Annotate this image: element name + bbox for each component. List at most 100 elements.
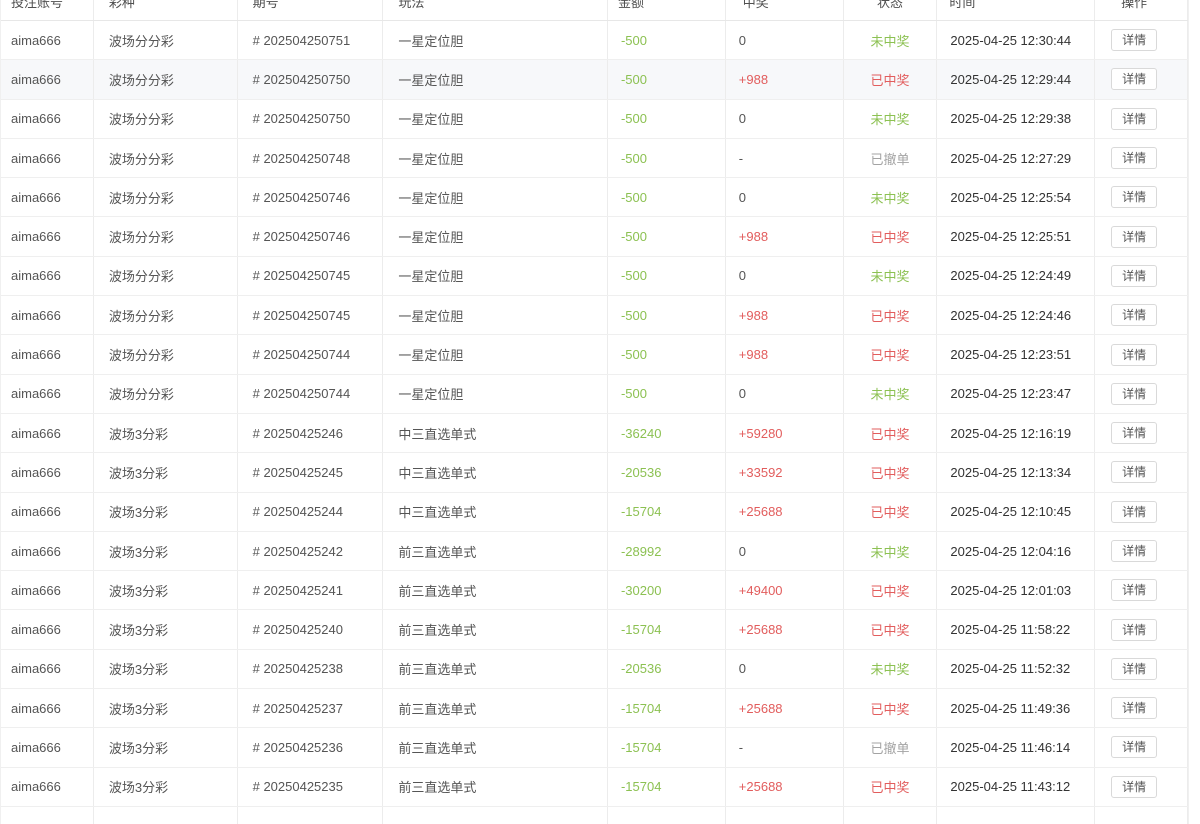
cell-issue: # 202504250746: [238, 217, 384, 256]
cell-lottery: 波场3分彩: [94, 453, 238, 492]
cell-play: 一星定位胆: [383, 374, 608, 413]
table-row: aima666 波场分分彩 # 202504250744 一星定位胆 -500 0 未中奖 2…: [1, 374, 1189, 414]
cell-play: 前三直选单式: [383, 767, 608, 806]
cell-payout: +25688: [726, 767, 844, 806]
cell-action: 详情: [1095, 531, 1189, 571]
cell-play: 一星定位胆: [383, 21, 608, 60]
cell-amount: -15704: [608, 610, 726, 649]
detail-button[interactable]: 详情: [1111, 186, 1158, 209]
table-row: aima666 波场3分彩 # 20250425235 前三直选单式 -15704 +25…: [1, 767, 1189, 807]
cell-status: 未中奖: [844, 374, 938, 413]
detail-button[interactable]: 详情: [1111, 68, 1158, 91]
cell-play: 一星定位胆: [383, 335, 608, 374]
cell-action: 详情: [1095, 689, 1189, 728]
detail-button[interactable]: 详情: [1111, 29, 1158, 52]
cell-lottery: 波场分分彩: [94, 138, 238, 178]
cell-issue: # 20250425240: [238, 610, 384, 649]
cell-issue: # 202504250745: [238, 296, 384, 335]
cell-lottery: 波场3分彩: [94, 610, 238, 649]
detail-button[interactable]: 详情: [1111, 304, 1158, 327]
cell-play: 前三直选单式: [383, 728, 608, 767]
cell-status: 已中奖: [844, 60, 938, 99]
cell-action: 详情: [1095, 649, 1189, 689]
table-header-row: 投注账号 彩种 期号 玩法 金额 中奖 状态 时间 操作: [1, 0, 1189, 21]
table-row: aima666 波场分分彩 # 202504250746 一星定位胆 -500 +988 已…: [1, 217, 1189, 257]
cell-account: aima666: [1, 767, 94, 806]
cell-amount: -15704: [608, 767, 726, 806]
cell-status: 未中奖: [844, 99, 938, 138]
cell-time: 2025-04-25 12:29:38: [937, 99, 1096, 138]
header-time-label: 时间: [949, 0, 976, 10]
cell-payout: +25688: [726, 610, 844, 649]
cell-time: 2025-04-25 11:43:12: [937, 767, 1096, 806]
cell-amount: -15704: [608, 728, 726, 767]
cell-time: 2025-04-25 12:29:44: [937, 60, 1096, 99]
detail-button[interactable]: 详情: [1111, 382, 1158, 405]
table-row: aima666 波场3分彩 # 20250425245 中三直选单式 -20536 +33…: [1, 453, 1189, 493]
detail-button[interactable]: 详情: [1111, 657, 1158, 680]
detail-button[interactable]: 详情: [1111, 775, 1158, 798]
detail-button[interactable]: 详情: [1111, 579, 1158, 602]
cell-play: 一星定位胆: [383, 99, 608, 138]
detail-button[interactable]: 详情: [1111, 264, 1158, 287]
cell-issue: # 20250425245: [238, 453, 384, 492]
detail-button[interactable]: 详情: [1111, 540, 1158, 562]
detail-button[interactable]: 详情: [1111, 147, 1158, 170]
detail-button[interactable]: 详情: [1111, 422, 1158, 445]
cell-time: 2025-04-25 12:24:46: [937, 296, 1096, 335]
cell-status: 已中奖: [844, 492, 938, 531]
cell-payout: 0: [726, 531, 844, 571]
cell-amount: -20536: [608, 649, 726, 689]
cell-amount: -500: [608, 256, 726, 296]
cell-account: aima666: [1, 99, 94, 138]
cell-action: 详情: [1095, 21, 1189, 60]
detail-button[interactable]: 详情: [1111, 343, 1158, 366]
cell-amount: -500: [608, 296, 726, 335]
cell-lottery: 波场分分彩: [94, 374, 238, 413]
detail-button[interactable]: 详情: [1111, 461, 1158, 484]
cell-play: 一星定位胆: [383, 138, 608, 178]
header-issue-label: 期号: [252, 0, 279, 10]
cell-issue: # 202504250744: [238, 335, 384, 374]
cell-action: 详情: [1095, 413, 1189, 453]
cell-time: 2025-04-25 12:23:51: [937, 335, 1096, 374]
cell-amount: -500: [608, 178, 726, 217]
header-account: 投注账号: [1, 0, 94, 20]
cell-account: aima666: [1, 335, 94, 374]
header-payout-label: 中奖: [742, 0, 769, 10]
detail-button[interactable]: 详情: [1111, 500, 1158, 523]
cell-issue: # 20250425238: [238, 649, 384, 689]
detail-button[interactable]: 详情: [1111, 618, 1158, 641]
cell-lottery: 波场分分彩: [94, 296, 238, 335]
detail-button[interactable]: 详情: [1111, 107, 1158, 130]
header-time: 时间: [937, 0, 1096, 20]
cell-action: 详情: [1095, 138, 1189, 178]
cell-play: 前三直选单式: [383, 689, 608, 728]
detail-button[interactable]: 详情: [1111, 697, 1158, 720]
cell-account: aima666: [1, 296, 94, 335]
cell-payout: -: [726, 138, 844, 178]
cell-time: 2025-04-25 11:52:32: [937, 649, 1096, 689]
cell-amount: -500: [608, 374, 726, 413]
cell-lottery: 波场分分彩: [94, 21, 238, 60]
table-row: aima666 波场3分彩 # 20250425244 中三直选单式 -15704 +25…: [1, 492, 1189, 532]
detail-button[interactable]: 详情: [1111, 736, 1158, 759]
cell-payout: 0: [726, 21, 844, 60]
cell-issue: # 202504250746: [238, 178, 384, 217]
cell-amount: -20536: [608, 453, 726, 492]
cell-lottery: 波场分分彩: [94, 178, 238, 217]
cell-account: aima666: [1, 217, 94, 256]
cell-lottery: 波场3分彩: [94, 531, 238, 571]
cell-play: 一星定位胆: [383, 60, 608, 99]
table-row: aima666 波场分分彩 # 202504250744 一星定位胆 -500 +988 已…: [1, 335, 1189, 375]
cell-lottery: 波场3分彩: [94, 767, 238, 806]
cell-status: 未中奖: [844, 531, 938, 571]
header-issue: 期号: [238, 0, 384, 20]
detail-button[interactable]: 详情: [1111, 225, 1158, 248]
header-payout: 中奖: [726, 0, 844, 20]
cell-account: aima666: [1, 649, 94, 689]
cell-status: 已中奖: [844, 217, 938, 256]
cell-status: 已撤单: [844, 728, 938, 767]
cell-payout: 0: [726, 99, 844, 138]
cell-issue: # 20250425236: [238, 728, 384, 767]
